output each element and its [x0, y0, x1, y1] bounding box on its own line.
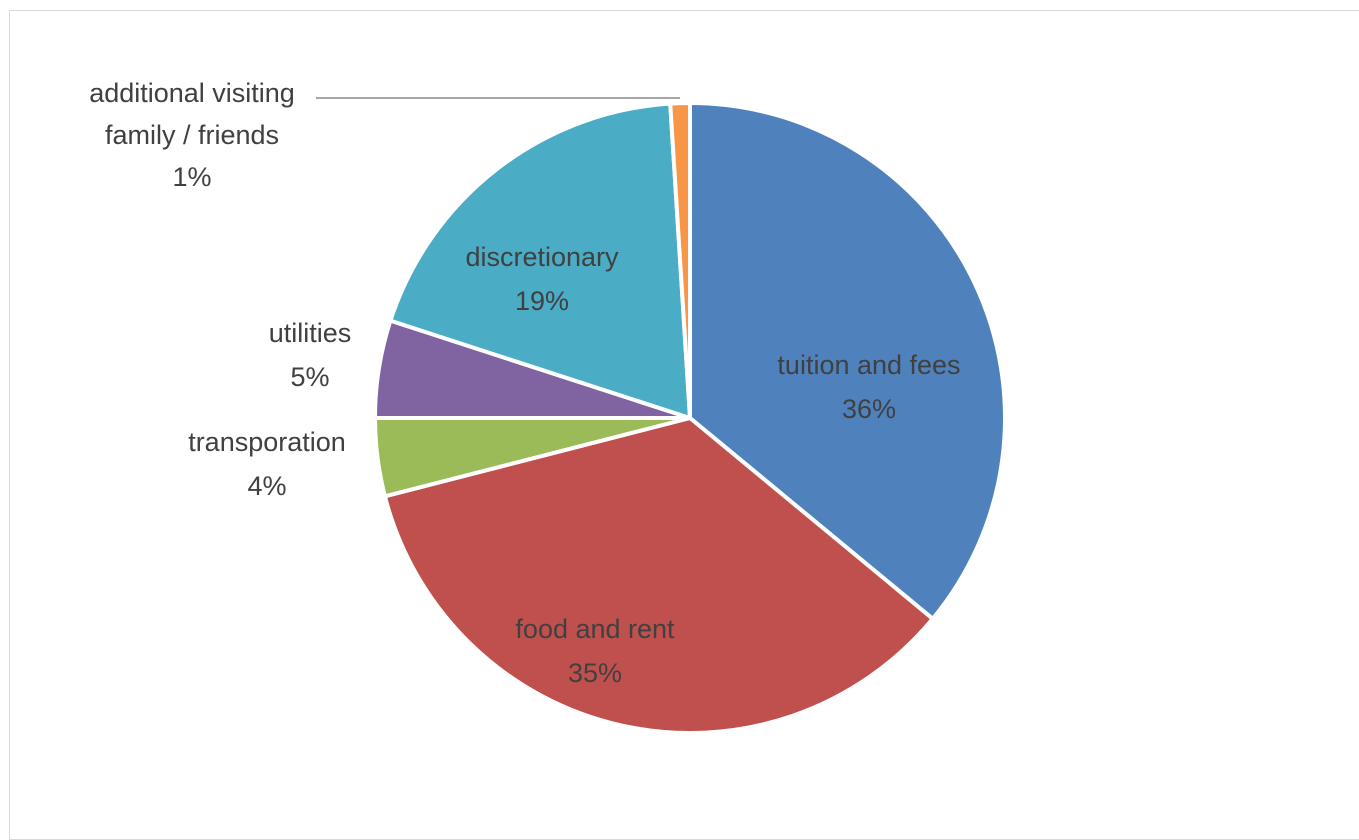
pie-slice-discretionary: [388, 101, 692, 420]
pie-slice-food-and-rent: [382, 416, 935, 735]
data-labels: tuition and fees 36% food and rent 35% t…: [89, 78, 960, 688]
data-label-visiting-line2: family / friends: [105, 120, 279, 150]
data-label-visiting-percent: 1%: [172, 162, 211, 192]
data-label-food-category: food and rent: [515, 614, 675, 644]
pie-slices: [373, 100, 1007, 735]
data-label-utilities-category: utilities: [269, 318, 352, 348]
pie-chart: tuition and fees 36% food and rent 35% t…: [89, 78, 1007, 735]
pie-slice-tuition-and-fees: [688, 101, 1007, 621]
data-label-tuition-category: tuition and fees: [777, 350, 960, 380]
data-label-discretionary-category: discretionary: [465, 242, 619, 272]
data-label-transportation-percent: 4%: [247, 471, 286, 501]
data-label-utilities-percent: 5%: [290, 362, 329, 392]
data-label-discretionary-percent: 19%: [515, 286, 569, 316]
data-label-transportation-category: transporation: [188, 427, 346, 457]
pie-slice-additional-visiting-family-friends: [668, 100, 692, 420]
data-label-food-percent: 35%: [568, 658, 622, 688]
data-label-tuition-percent: 36%: [842, 394, 896, 424]
data-label-visiting-line1: additional visiting: [89, 78, 295, 108]
